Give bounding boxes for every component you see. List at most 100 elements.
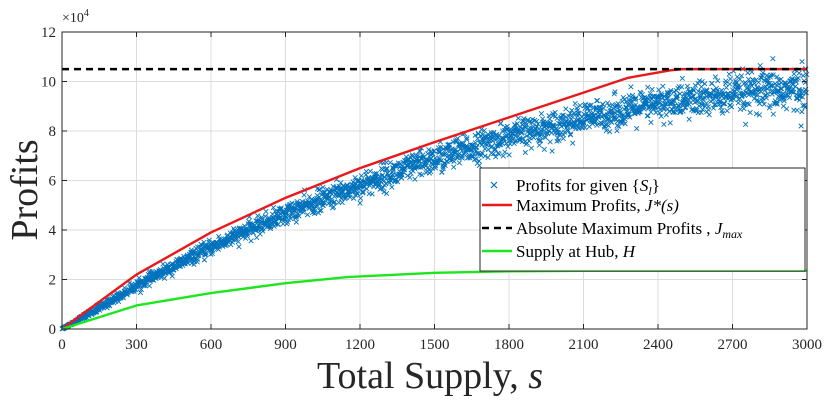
scatter-point bbox=[757, 63, 763, 69]
scatter-point bbox=[789, 81, 796, 88]
scatter-point bbox=[577, 102, 583, 109]
scatter-point bbox=[528, 145, 535, 151]
scatter-point bbox=[617, 104, 623, 110]
scatter-point bbox=[711, 102, 718, 108]
scatter-point bbox=[715, 78, 721, 84]
scatter-point bbox=[475, 131, 481, 137]
scatter-point bbox=[439, 169, 445, 175]
scatter-point bbox=[699, 107, 706, 113]
scatter-point bbox=[500, 128, 506, 134]
scatter-point bbox=[743, 81, 750, 87]
scatter-point bbox=[529, 119, 535, 125]
scatter-point bbox=[462, 150, 468, 156]
scatter-point bbox=[158, 274, 165, 281]
scatter-point bbox=[727, 81, 733, 87]
legend: Profits for given {Sl} Maximum Profits, … bbox=[479, 167, 806, 272]
scatter-point bbox=[317, 207, 323, 214]
scatter-point bbox=[330, 183, 336, 190]
scatter-point bbox=[698, 109, 704, 115]
scatter-point bbox=[774, 101, 780, 107]
scatter-point bbox=[417, 158, 423, 164]
scatter-point bbox=[717, 99, 723, 105]
x-tick-label: 900 bbox=[274, 337, 297, 353]
scatter-point bbox=[521, 115, 527, 122]
scatter-point bbox=[799, 94, 806, 100]
scatter-point bbox=[552, 109, 558, 116]
scatter-point bbox=[292, 205, 299, 212]
scatter-point bbox=[431, 148, 437, 154]
scatter-point bbox=[667, 120, 673, 126]
scatter-point bbox=[702, 81, 708, 87]
scatter-point bbox=[607, 129, 613, 135]
scatter-point bbox=[236, 244, 242, 250]
scatter-point bbox=[275, 221, 281, 227]
scatter-point bbox=[609, 102, 615, 108]
y-axis-label: Profits bbox=[4, 139, 46, 240]
scatter-point bbox=[783, 106, 790, 112]
scatter-point bbox=[724, 108, 730, 114]
scatter-point bbox=[380, 184, 386, 191]
scatter-point bbox=[322, 200, 328, 206]
scatter-point bbox=[107, 303, 113, 309]
scatter-point bbox=[746, 101, 752, 107]
scatter-point bbox=[201, 257, 208, 263]
scatter-point bbox=[717, 98, 723, 104]
scatter-point bbox=[585, 112, 591, 118]
scatter-point bbox=[446, 141, 453, 147]
scatter-point bbox=[727, 76, 734, 82]
scatter-point bbox=[742, 121, 749, 128]
legend-label-scatter: Profits for given {Sl} bbox=[516, 176, 660, 198]
scatter-point bbox=[603, 128, 609, 134]
scatter-point bbox=[459, 155, 465, 161]
y-exponent-power: 4 bbox=[84, 8, 89, 19]
scatter-point bbox=[646, 103, 653, 109]
scatter-point bbox=[541, 146, 547, 153]
scatter-point bbox=[350, 179, 356, 185]
scatter-point bbox=[340, 189, 346, 195]
scatter-point bbox=[413, 152, 419, 159]
scatter-point bbox=[538, 138, 544, 144]
scatter-point bbox=[454, 135, 461, 142]
scatter-point bbox=[553, 126, 559, 132]
scatter-point bbox=[615, 101, 621, 107]
scatter-point bbox=[791, 71, 797, 77]
scatter-point bbox=[614, 123, 620, 129]
scatter-point bbox=[628, 84, 634, 90]
scatter-point bbox=[428, 168, 434, 175]
scatter-point bbox=[476, 162, 482, 169]
scatter-point bbox=[473, 156, 479, 162]
scatter-point bbox=[176, 263, 182, 270]
legend-label-supply-hub: Supply at Hub, H bbox=[516, 242, 637, 261]
scatter-point bbox=[259, 214, 265, 221]
scatter-point bbox=[572, 100, 578, 107]
scatter-point bbox=[722, 101, 728, 107]
scatter-point bbox=[527, 130, 534, 136]
x-tick-label: 1800 bbox=[494, 337, 524, 353]
scatter-point bbox=[768, 72, 774, 78]
scatter-point bbox=[560, 135, 566, 142]
scatter-point bbox=[419, 172, 425, 178]
scatter-point bbox=[500, 153, 506, 159]
scatter-point bbox=[580, 119, 587, 125]
scatter-point bbox=[688, 89, 694, 95]
scatter-point bbox=[719, 110, 726, 116]
legend-entry-supply-hub: Supply at Hub, H bbox=[482, 242, 637, 261]
scatter-point bbox=[524, 133, 530, 139]
scatter-point bbox=[770, 72, 776, 78]
scatter-point bbox=[729, 104, 735, 110]
scatter-point bbox=[358, 173, 365, 179]
scatter-point bbox=[147, 268, 153, 275]
scatter-point bbox=[301, 192, 307, 198]
scatter-point bbox=[414, 164, 420, 170]
legend-entry-scatter: Profits for given {Sl} bbox=[490, 176, 660, 198]
scatter-point bbox=[387, 159, 393, 166]
scatter-point bbox=[474, 144, 480, 151]
scatter-point bbox=[255, 213, 261, 219]
scatter-point bbox=[636, 108, 642, 115]
scatter-point bbox=[260, 228, 266, 234]
scatter-point bbox=[504, 123, 510, 129]
scatter-point bbox=[570, 140, 576, 146]
scatter-point bbox=[656, 104, 662, 110]
scatter-point bbox=[731, 91, 737, 97]
y-tick-label: 2 bbox=[49, 273, 57, 289]
